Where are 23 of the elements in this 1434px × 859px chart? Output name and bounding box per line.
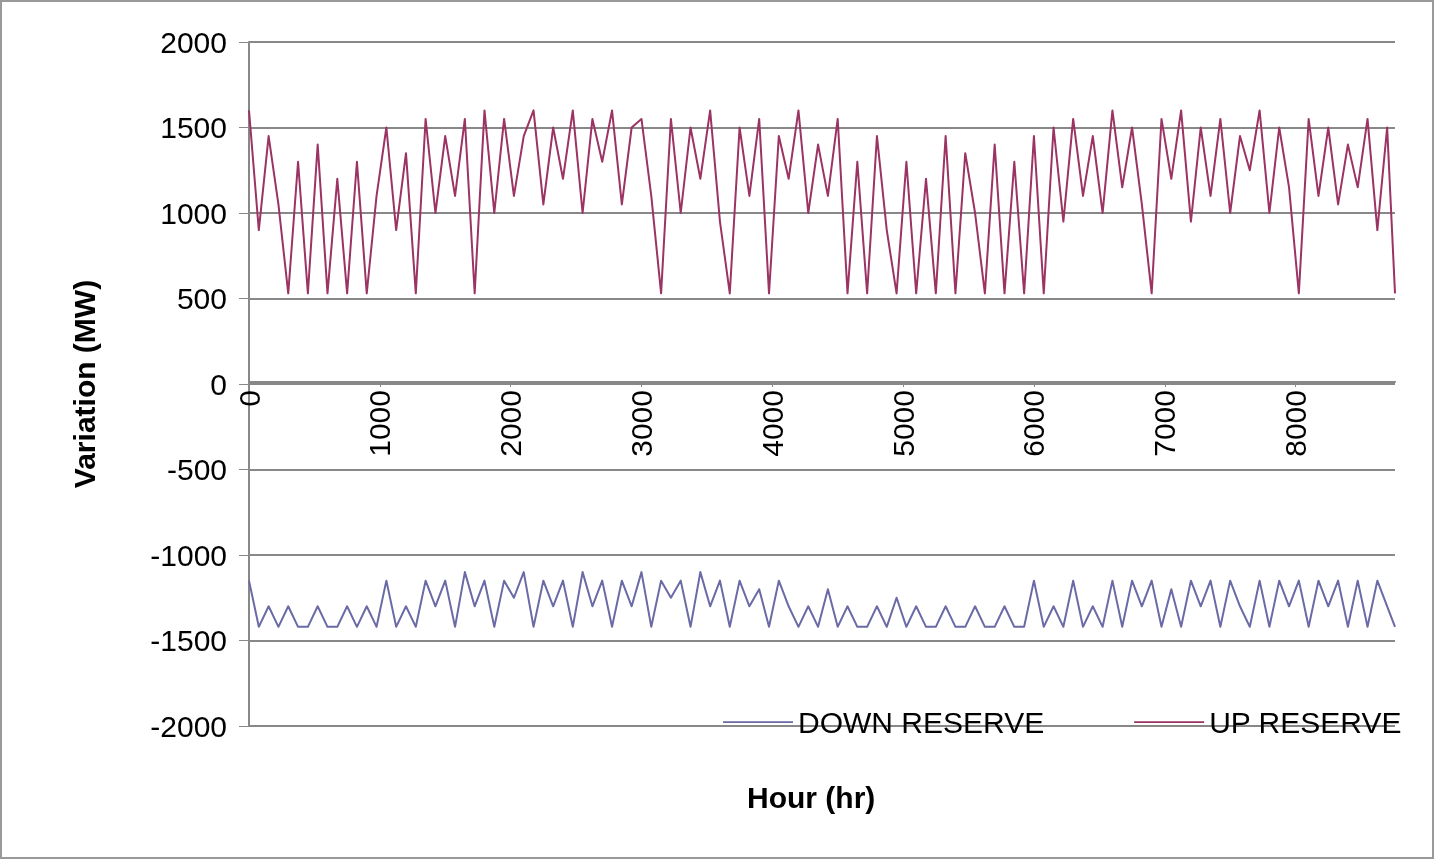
y-axis-title: Variation (MW): [67, 279, 101, 489]
x-tick-label: 0: [232, 390, 266, 407]
x-tick-label: 7000: [1148, 390, 1182, 457]
y-tick-label: 1000: [160, 196, 227, 230]
x-tick-label: 5000: [886, 390, 920, 457]
x-tick-label: 2000: [494, 390, 528, 457]
y-tick-label: 2000: [160, 25, 227, 59]
y-tick-label: 1500: [160, 111, 227, 144]
y-tick-label: -2000: [150, 709, 227, 743]
x-tick-label: 4000: [755, 390, 789, 457]
x-tick-label: 8000: [1279, 390, 1313, 457]
y-tick-label: -1500: [150, 624, 227, 657]
y-tick-label: 500: [176, 282, 227, 315]
legend-label: DOWN RESERVE: [798, 705, 1045, 739]
x-tick-label: 3000: [624, 390, 658, 457]
legend-label: UP RESERVE: [1209, 705, 1402, 739]
x-tick-label: 1000: [363, 390, 397, 457]
x-tick-label: 6000: [1017, 390, 1051, 457]
y-tick-label: 0: [210, 367, 227, 401]
y-tick-label: -500: [166, 453, 227, 486]
x-axis-title: Hour (hr): [747, 780, 876, 814]
line-series: [248, 571, 1396, 628]
y-tick-label: -1000: [150, 538, 227, 572]
